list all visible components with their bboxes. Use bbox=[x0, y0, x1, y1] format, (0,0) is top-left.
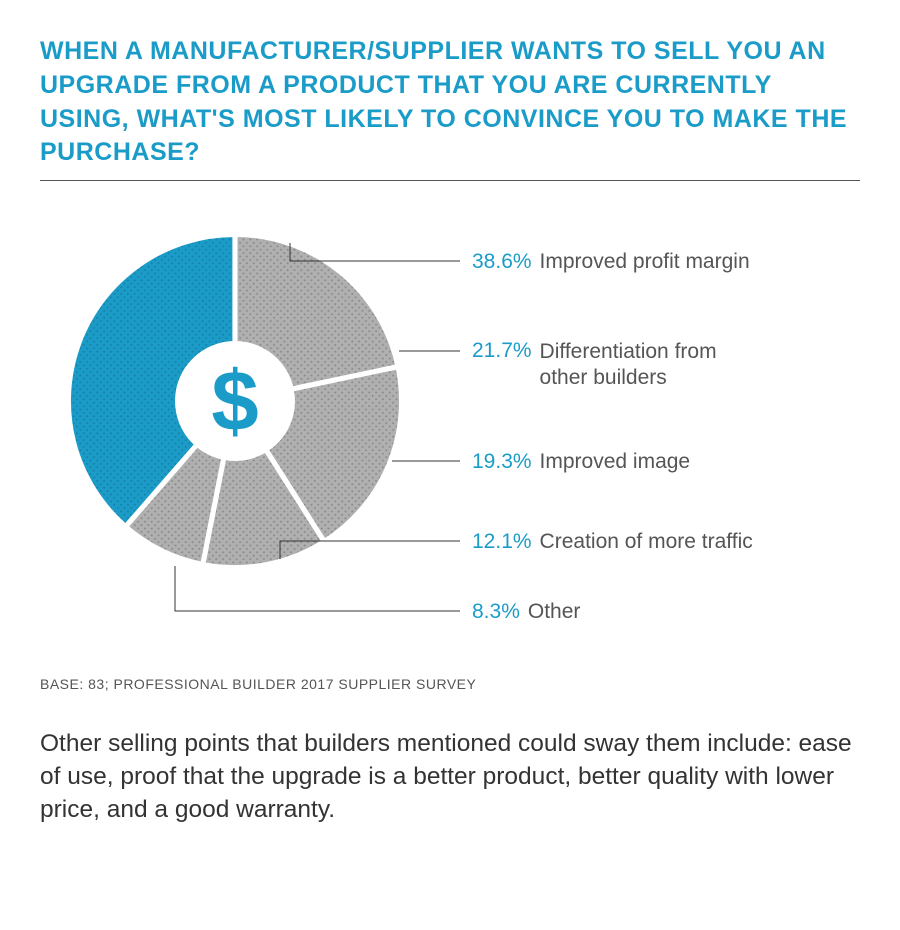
base-caption: BASE: 83; PROFESSIONAL BUILDER 2017 SUPP… bbox=[40, 676, 860, 692]
chart-label-5: 8.3% Other bbox=[472, 599, 580, 625]
chart-label-text: Differentiation fromother builders bbox=[540, 339, 717, 392]
chart-label-4: 12.1% Creation of more traffic bbox=[472, 529, 753, 555]
title-divider bbox=[40, 180, 860, 181]
body-text: Other selling points that builders menti… bbox=[40, 727, 860, 826]
leader-line-5 bbox=[175, 566, 460, 611]
chart-label-pct: 21.7% bbox=[472, 339, 532, 363]
chart-label-text: Other bbox=[528, 599, 581, 625]
page-title: WHEN A MANUFACTURER/SUPPLIER WANTS TO SE… bbox=[40, 35, 860, 170]
chart-label-2: 21.7% Differentiation fromother builders bbox=[472, 339, 717, 392]
pie-chart: $ bbox=[65, 231, 405, 571]
chart-label-text: Improved image bbox=[540, 449, 691, 475]
chart-label-pct: 8.3% bbox=[472, 600, 520, 624]
chart-label-3: 19.3% Improved image bbox=[472, 449, 690, 475]
pie-center-circle: $ bbox=[175, 341, 295, 461]
chart-label-pct: 12.1% bbox=[472, 530, 532, 554]
chart-label-pct: 19.3% bbox=[472, 450, 532, 474]
chart-label-text: Improved profit margin bbox=[540, 249, 750, 275]
chart-label-text: Creation of more traffic bbox=[540, 529, 753, 555]
dollar-icon: $ bbox=[211, 359, 258, 444]
chart-area: $ 38.6% Improved profit margin 21.7% Dif… bbox=[40, 221, 860, 651]
chart-label-pct: 38.6% bbox=[472, 250, 532, 274]
chart-label-1: 38.6% Improved profit margin bbox=[472, 249, 750, 275]
